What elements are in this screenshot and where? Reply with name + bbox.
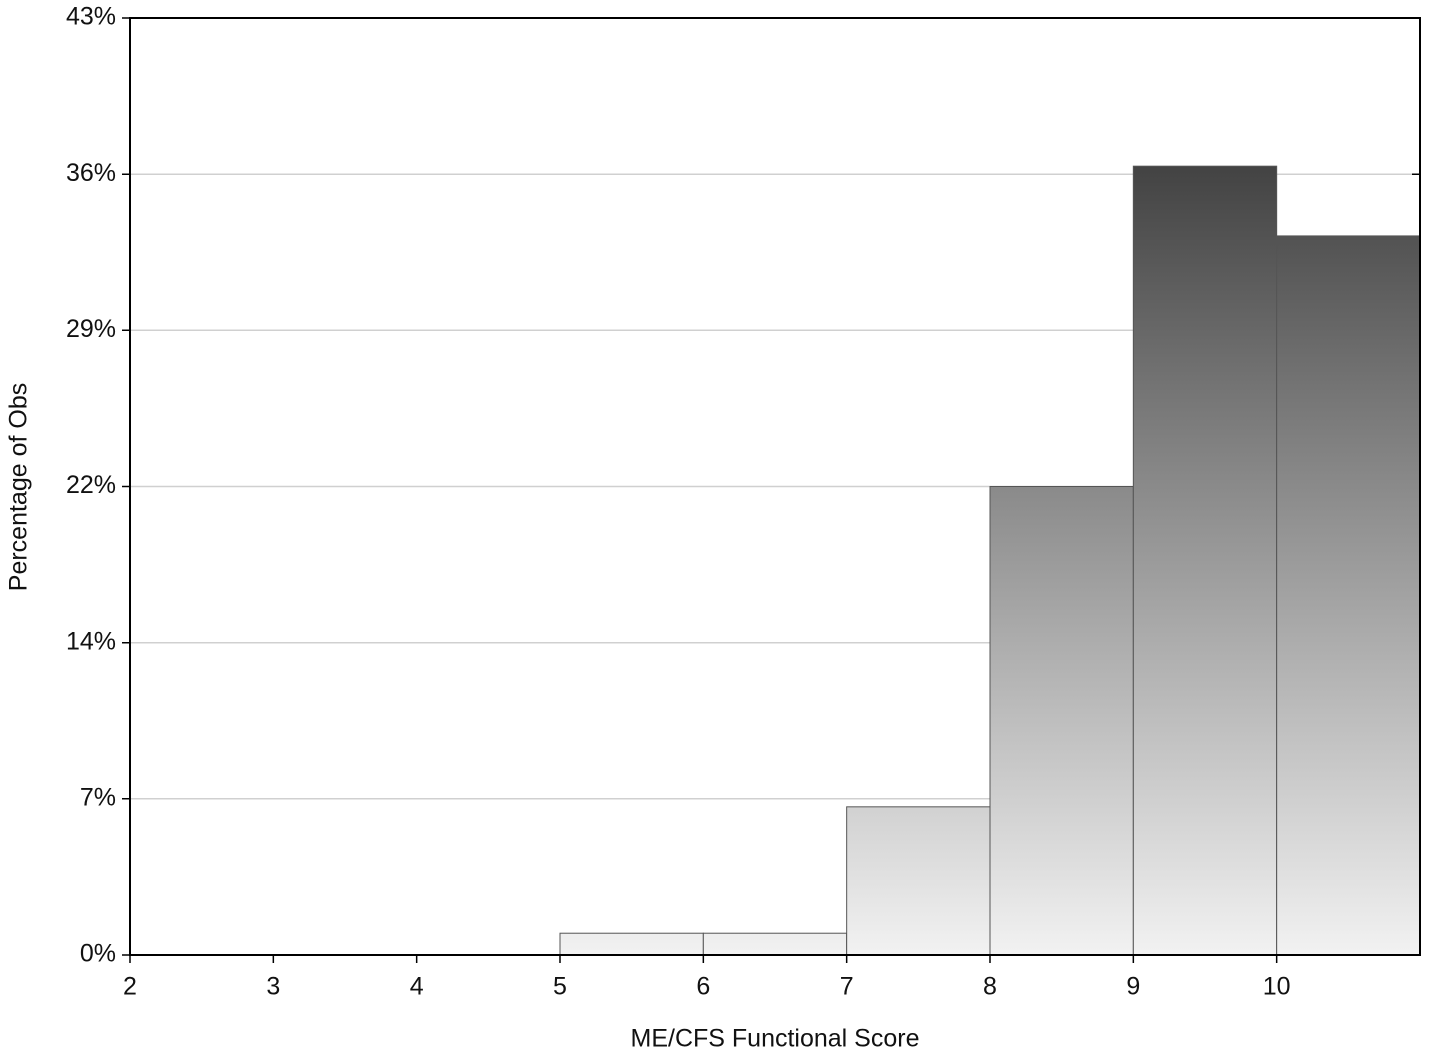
x-tick-label: 2 (123, 973, 137, 1001)
x-tick-label: 3 (266, 973, 280, 1001)
x-tick-label: 5 (553, 973, 567, 1001)
x-tick-label: 4 (410, 973, 424, 1001)
x-tick-label: 9 (1126, 973, 1140, 1001)
bar (989, 486, 1134, 956)
bar (702, 932, 848, 956)
bar (559, 932, 704, 956)
x-tick-label: 6 (696, 973, 710, 1001)
y-tick-label: 29% (66, 315, 116, 343)
bar (846, 806, 991, 956)
plot-frame (129, 17, 1421, 956)
y-tick-label: 0% (80, 940, 116, 968)
y-tick-label: 22% (66, 471, 116, 499)
x-axis-label: ME/CFS Functional Score (631, 1025, 920, 1053)
y-tick-label: 43% (66, 3, 116, 31)
y-axis-label: Percentage of Obs (5, 383, 33, 591)
x-tick-label: 10 (1263, 973, 1291, 1001)
bar (1276, 235, 1421, 956)
x-tick-label: 7 (840, 973, 854, 1001)
y-tick-label: 14% (66, 627, 116, 655)
x-tick-label: 8 (983, 973, 997, 1001)
bar (1132, 165, 1278, 956)
y-tick-label: 7% (80, 783, 116, 811)
y-tick-label: 36% (66, 159, 116, 187)
